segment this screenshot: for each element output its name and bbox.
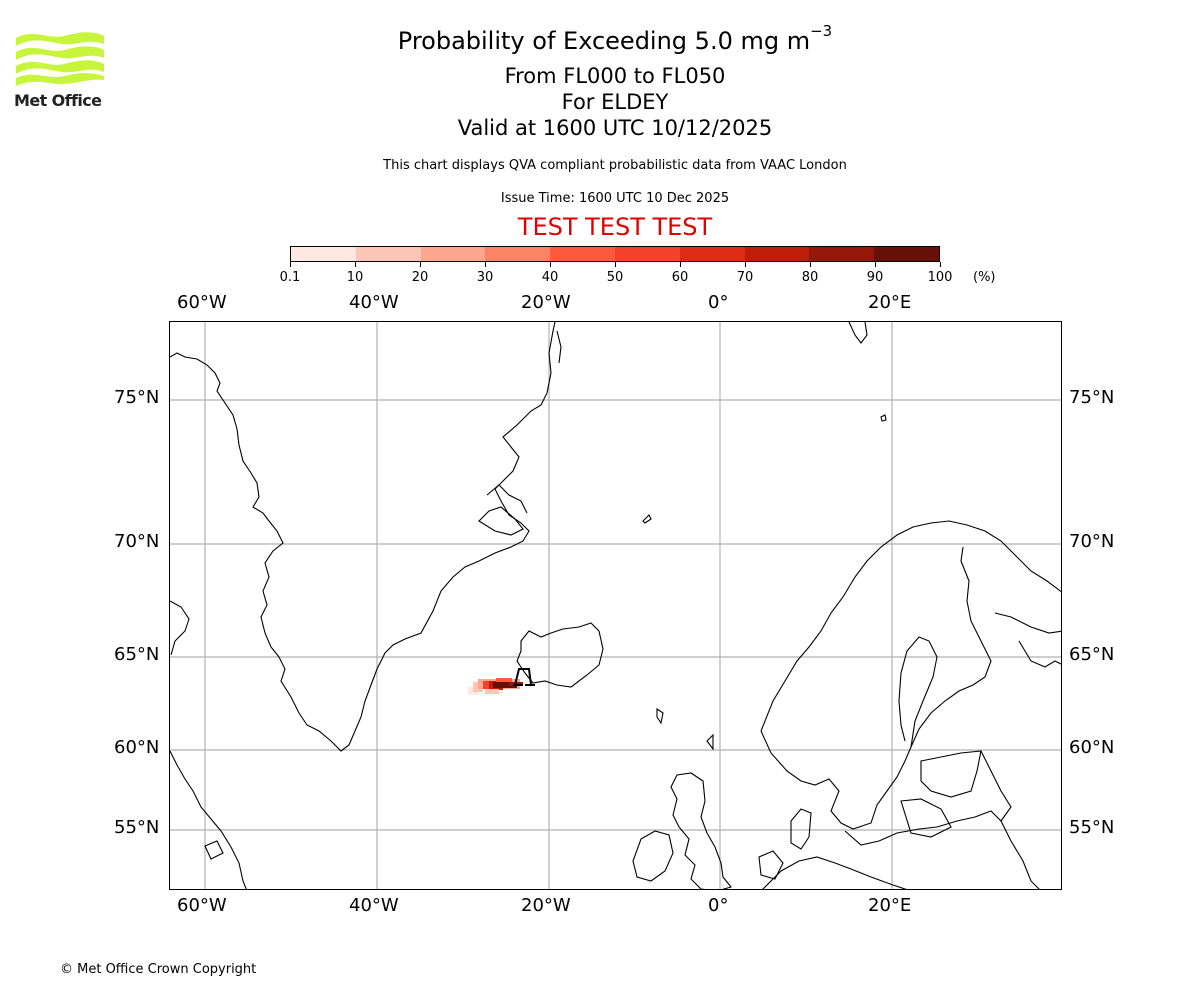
colorbar-segment [355, 247, 421, 261]
lon-label-top-20e: 20°E [868, 292, 912, 313]
title-main: Probability of Exceeding 5.0 mg m [397, 27, 811, 55]
colorbar-tick-mark [875, 262, 876, 267]
colorbar-segment [485, 247, 551, 261]
colorbar-segment [809, 247, 875, 261]
colorbar-segment [291, 247, 356, 261]
colorbar-segment [550, 247, 615, 261]
colorbar-tick-label: 0.1 [279, 270, 301, 285]
colorbar-tick-mark [550, 262, 551, 267]
colorbar-segment [874, 247, 939, 261]
description: This chart displays QVA compliant probab… [383, 158, 847, 173]
coastlines [170, 322, 1061, 889]
chart-title: Probability of Exceeding 5.0 mg m−3 [0, 22, 1200, 55]
location: For ELDEY [561, 90, 669, 114]
colorbar-tick-label: 30 [476, 270, 494, 285]
colorbar [290, 246, 940, 262]
colorbar-tick-label: 50 [606, 270, 624, 285]
lat-label-right-60n: 60°N [1069, 737, 1115, 758]
colorbar-segment [614, 247, 680, 261]
colorbar-tick-mark [355, 262, 356, 267]
colorbar-tick-mark [810, 262, 811, 267]
lon-label-bottom-0: 0° [708, 895, 729, 916]
colorbar-segment [744, 247, 810, 261]
met-office-logo: Met Office [14, 30, 106, 112]
colorbar-tick-mark [745, 262, 746, 267]
issue-time: Issue Time: 1600 UTC 10 Dec 2025 [500, 191, 730, 206]
title-superscript: −3 [810, 22, 833, 40]
test-banner: TEST TEST TEST [517, 213, 713, 241]
colorbar-unit: (%) [973, 270, 996, 285]
colorbar-tick-label: 90 [866, 270, 884, 285]
logo-text: Met Office [14, 91, 102, 110]
lat-label-right-70n: 70°N [1069, 531, 1115, 552]
ash-plume [468, 678, 523, 695]
colorbar-tick-label: 10 [346, 270, 364, 285]
colorbar-tick-label: 40 [541, 270, 559, 285]
colorbar-tick-mark [485, 262, 486, 267]
colorbar-tick-label: 20 [411, 270, 429, 285]
colorbar-tick-label: 60 [671, 270, 689, 285]
map-panel[interactable] [169, 321, 1062, 890]
lat-label-left-75n: 75°N [114, 387, 160, 408]
lat-label-left-70n: 70°N [114, 531, 160, 552]
colorbar-segment [420, 247, 486, 261]
chart-subtitle: From FL000 to FL050 For ELDEY Valid at 1… [0, 63, 1200, 141]
lat-label-left-55n: 55°N [114, 817, 160, 838]
colorbar-segment [679, 247, 745, 261]
lon-label-bottom-40w: 40°W [349, 895, 399, 916]
lon-label-bottom-60w: 60°W [177, 895, 227, 916]
lon-label-top-40w: 40°W [349, 292, 399, 313]
lat-label-right-65n: 65°N [1069, 644, 1115, 665]
lon-label-bottom-20e: 20°E [868, 895, 912, 916]
colorbar-tick-mark [290, 262, 291, 267]
colorbar-tick-label: 100 [927, 270, 953, 285]
lat-label-right-75n: 75°N [1069, 387, 1115, 408]
lon-label-top-0: 0° [708, 292, 729, 313]
lon-label-bottom-20w: 20°W [521, 895, 571, 916]
lon-label-top-60w: 60°W [177, 292, 227, 313]
lat-label-left-65n: 65°N [114, 644, 160, 665]
lon-label-top-20w: 20°W [521, 292, 571, 313]
met-office-waves-icon [16, 32, 104, 86]
lat-label-left-60n: 60°N [114, 737, 160, 758]
colorbar-tick-label: 70 [736, 270, 754, 285]
colorbar-tick-mark [940, 262, 941, 267]
copyright: © Met Office Crown Copyright [60, 962, 257, 977]
map-canvas [170, 322, 1061, 889]
colorbar-tick-mark [615, 262, 616, 267]
level-range: From FL000 to FL050 [504, 64, 726, 88]
gridlines [170, 322, 1061, 889]
lat-label-right-55n: 55°N [1069, 817, 1115, 838]
valid-time: Valid at 1600 UTC 10/12/2025 [457, 116, 773, 140]
colorbar-tick-mark [680, 262, 681, 267]
eldey-source-marker [513, 668, 535, 686]
colorbar-tick-label: 80 [801, 270, 819, 285]
colorbar-tick-mark [420, 262, 421, 267]
